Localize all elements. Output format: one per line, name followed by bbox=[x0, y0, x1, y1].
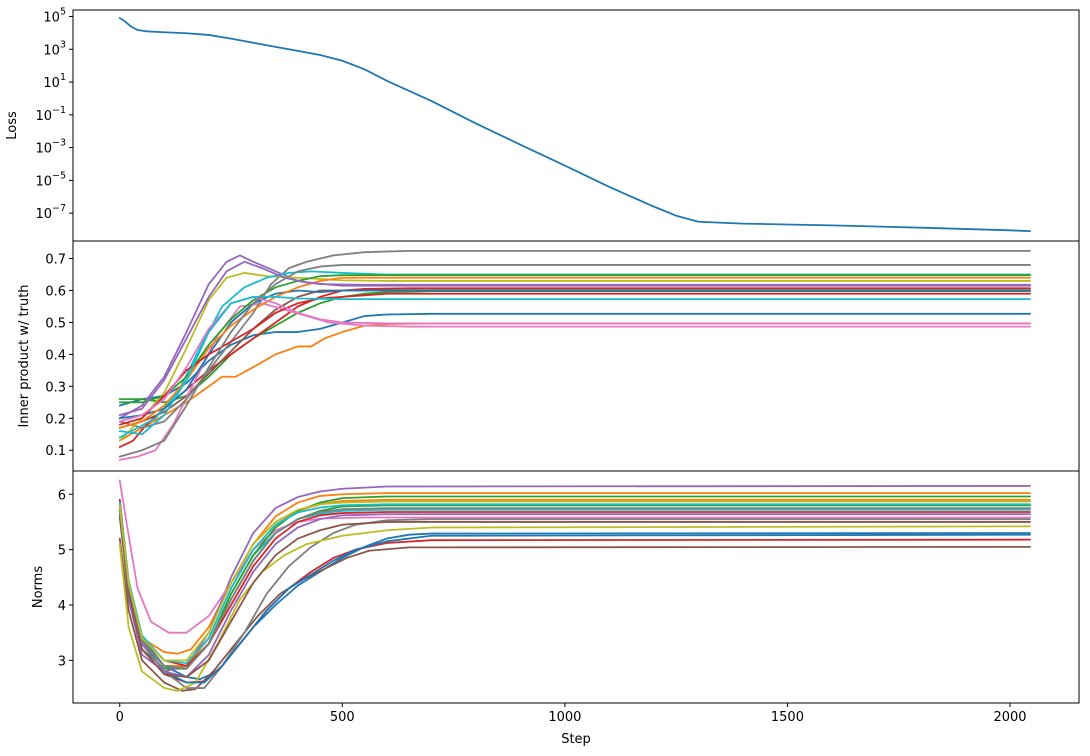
y-tick-label: 4 bbox=[58, 599, 66, 614]
series-line-9 bbox=[118, 525, 1031, 692]
series-line-6 bbox=[118, 289, 1031, 429]
y-tick-label: 5 bbox=[58, 544, 66, 559]
series-line-14 bbox=[118, 292, 1031, 426]
series-line-12 bbox=[118, 498, 1031, 667]
y-tick-label: 0.5 bbox=[45, 316, 66, 331]
y-tick-label: 10−3 bbox=[35, 138, 66, 157]
y-tick-label: 0.3 bbox=[45, 380, 66, 395]
series-line-2 bbox=[118, 322, 1031, 442]
y-tick-label: 0.6 bbox=[45, 285, 66, 300]
series-group bbox=[118, 479, 1031, 692]
y-tick-label: 10−5 bbox=[35, 170, 66, 189]
x-tick-label: 2000 bbox=[993, 710, 1026, 725]
subplot-2: 0.1 0.2 0.3 0.4 0.5 0.6 0.7 Inner product w/ tr… bbox=[17, 240, 1080, 472]
series-line-19 bbox=[118, 500, 1031, 662]
y-tick-label: 103 bbox=[43, 39, 66, 58]
axes-frame bbox=[72, 470, 1080, 704]
subplot-1: 105 103 101 10−1 10−3 10−5 10−7 Loss bbox=[5, 7, 1080, 242]
y-tick-label: 10−1 bbox=[35, 105, 66, 124]
series-line-17 bbox=[118, 296, 1031, 436]
y-tick-label: 0.2 bbox=[45, 412, 66, 427]
series-line-11 bbox=[118, 289, 1031, 420]
y-tick-label: 0.1 bbox=[45, 444, 66, 459]
series-line-17 bbox=[118, 507, 1031, 670]
series-line-5 bbox=[118, 485, 1031, 673]
y-tick-label: 101 bbox=[43, 72, 66, 91]
y-axis-label: Loss bbox=[5, 111, 20, 140]
series-group bbox=[118, 17, 1031, 233]
x-tick-label: 1500 bbox=[771, 710, 804, 725]
x-tick-label: 0 bbox=[116, 710, 124, 725]
series-group bbox=[118, 250, 1031, 461]
series-line-4 bbox=[118, 287, 1031, 448]
series-line-10 bbox=[118, 270, 1031, 439]
subplot-3: 3 4 5 6 0 500 1000 1500 2000 Norms Step bbox=[31, 470, 1080, 747]
x-axis-label: Step bbox=[561, 732, 591, 747]
y-tick-label: 3 bbox=[58, 654, 66, 669]
x-tick-label: 1000 bbox=[548, 710, 581, 725]
series-line-1 bbox=[118, 17, 1031, 233]
series-line-4 bbox=[118, 504, 1031, 684]
series-line-14 bbox=[118, 498, 1031, 667]
series-line-16 bbox=[118, 296, 1031, 423]
y-axis-label: Inner product w/ truth bbox=[17, 284, 32, 427]
y-tick-label: 0.7 bbox=[45, 253, 66, 268]
x-tick-label: 500 bbox=[330, 710, 355, 725]
series-line-15 bbox=[118, 260, 1031, 416]
y-axis-label: Norms bbox=[31, 566, 46, 608]
series-line-18 bbox=[118, 501, 1031, 665]
series-line-18 bbox=[118, 264, 1031, 458]
y-tick-label: 10−7 bbox=[35, 203, 66, 222]
series-line-13 bbox=[118, 274, 1031, 404]
y-tick-label: 105 bbox=[43, 7, 66, 26]
series-line-1 bbox=[118, 312, 1031, 407]
axes-frame bbox=[72, 9, 1080, 242]
y-tick-label: 6 bbox=[58, 488, 66, 503]
series-line-15 bbox=[118, 507, 1031, 678]
series-line-11 bbox=[118, 509, 1031, 684]
series-line-7 bbox=[118, 479, 1031, 634]
series-line-16 bbox=[118, 515, 1031, 678]
y-tick-label: 0.4 bbox=[45, 348, 66, 363]
